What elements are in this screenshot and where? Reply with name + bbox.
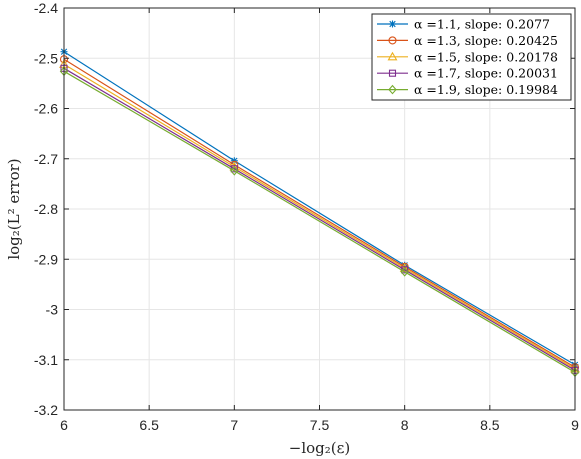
legend-entry: α =1.5, slope: 0.20178 [377, 49, 558, 64]
legend-label: α =1.9, slope: 0.19984 [414, 82, 558, 97]
data-point [400, 266, 409, 277]
legend-label: α =1.1, slope: 0.2077 [414, 17, 550, 32]
series-line [63, 51, 576, 366]
series-line [63, 70, 576, 373]
legend-label: α =1.5, slope: 0.20178 [414, 49, 558, 64]
x-axis-label: −log₂(ε) [289, 439, 351, 457]
y-tick-label: -3.1 [34, 352, 58, 368]
legend-marker [388, 84, 397, 95]
y-tick-label: -2.9 [34, 251, 58, 267]
data-point [230, 165, 239, 176]
legend-label: α =1.3, slope: 0.20425 [414, 33, 558, 48]
y-tick-label: -2.8 [34, 201, 58, 217]
y-tick-label: -2.4 [34, 0, 58, 16]
x-tick-label: 8 [401, 417, 409, 433]
y-tick-label: -2.5 [34, 50, 58, 66]
legend-entry: α =1.1, slope: 0.2077 [377, 17, 550, 32]
series-line [63, 58, 576, 368]
y-tick-label: -2.7 [34, 151, 58, 167]
legend-marker [388, 69, 397, 77]
x-tick-label: 6.5 [139, 417, 159, 433]
axis-ticks: 6 6.5 7 7.5 8 8.5 9 -2.4 -2.5 -2.6 -2.7 -2.8 -2.9 -3 -… [34, 0, 579, 433]
legend-entry: α =1.7, slope: 0.20031 [377, 66, 558, 81]
legend-label: α =1.7, slope: 0.20031 [414, 66, 558, 81]
y-tick-label: -3.2 [34, 402, 58, 418]
x-tick-label: 7.5 [310, 417, 330, 433]
x-tick-label: 7 [230, 417, 238, 433]
x-tick-label: 6 [60, 417, 68, 433]
legend-marker [389, 20, 396, 28]
legend-entry: α =1.3, slope: 0.20425 [377, 33, 558, 48]
y-tick-label: -3 [46, 302, 59, 318]
series-line [63, 67, 576, 371]
legend-marker [387, 51, 398, 61]
legend-entry: α =1.9, slope: 0.19984 [377, 82, 558, 97]
series-group [59, 48, 580, 378]
y-tick-label: -2.6 [34, 101, 58, 117]
x-tick-label: 8.5 [480, 417, 500, 433]
y-axis-label: log₂(L² error) [5, 158, 23, 259]
series-line [63, 63, 576, 370]
x-tick-label: 9 [571, 417, 579, 433]
legend-marker [388, 36, 397, 45]
